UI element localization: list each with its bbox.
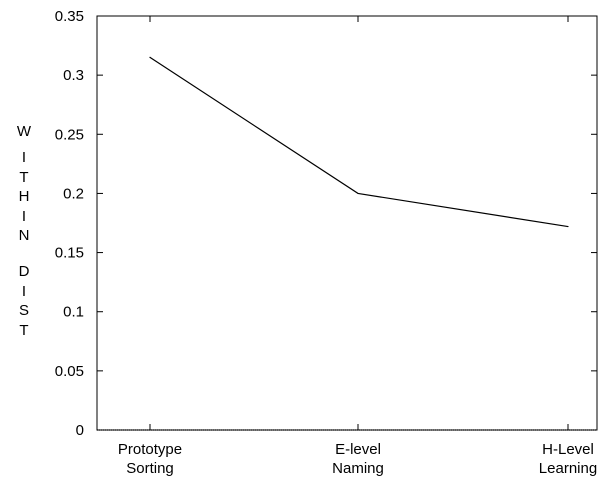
y-tick-label: 0.25 bbox=[55, 126, 84, 143]
y-axis-label-letter: N bbox=[19, 227, 30, 244]
y-axis-label-letter: T bbox=[19, 169, 28, 186]
x-tick-label: Naming bbox=[332, 460, 384, 477]
y-tick-label: 0.05 bbox=[55, 363, 84, 380]
data-point bbox=[149, 56, 151, 59]
x-tick-label: Learning bbox=[539, 460, 597, 477]
plot-frame bbox=[96, 15, 598, 431]
y-axis-ticks: 0 0.05 0.1 0.15 0.2 0.25 0.3 0.35 bbox=[55, 8, 597, 439]
y-tick-label: 0.1 bbox=[63, 304, 84, 321]
y-axis-label-letter: S bbox=[19, 302, 29, 319]
y-axis-label-letter: W bbox=[17, 123, 32, 140]
data-point bbox=[567, 225, 569, 228]
x-tick-label: H-Level bbox=[542, 441, 594, 458]
y-axis-label-letter: H bbox=[19, 188, 30, 205]
y-tick-label: 0.3 bbox=[63, 67, 84, 84]
y-axis-label-letter: D bbox=[19, 263, 30, 280]
y-axis-label-letter: I bbox=[22, 149, 26, 166]
series-line bbox=[149, 56, 569, 228]
y-axis-label-letter: I bbox=[22, 208, 26, 225]
x-tick-label: Sorting bbox=[126, 460, 174, 477]
y-tick-label: 0.2 bbox=[63, 185, 84, 202]
x-tick-label: Prototype bbox=[118, 441, 182, 458]
series-group bbox=[149, 56, 569, 228]
data-point bbox=[357, 192, 359, 195]
y-axis-label-letter: I bbox=[22, 283, 26, 300]
y-axis-label-letter: T bbox=[19, 322, 28, 339]
y-tick-label: 0 bbox=[76, 422, 84, 439]
x-tick-label: E-level bbox=[335, 441, 381, 458]
plot-border bbox=[96, 15, 598, 431]
y-tick-label: 0.15 bbox=[55, 245, 84, 262]
x-axis-ticks: Prototype Sorting E-level Naming H-Level Lear… bbox=[118, 16, 597, 477]
y-tick-label: 0.35 bbox=[55, 8, 84, 25]
